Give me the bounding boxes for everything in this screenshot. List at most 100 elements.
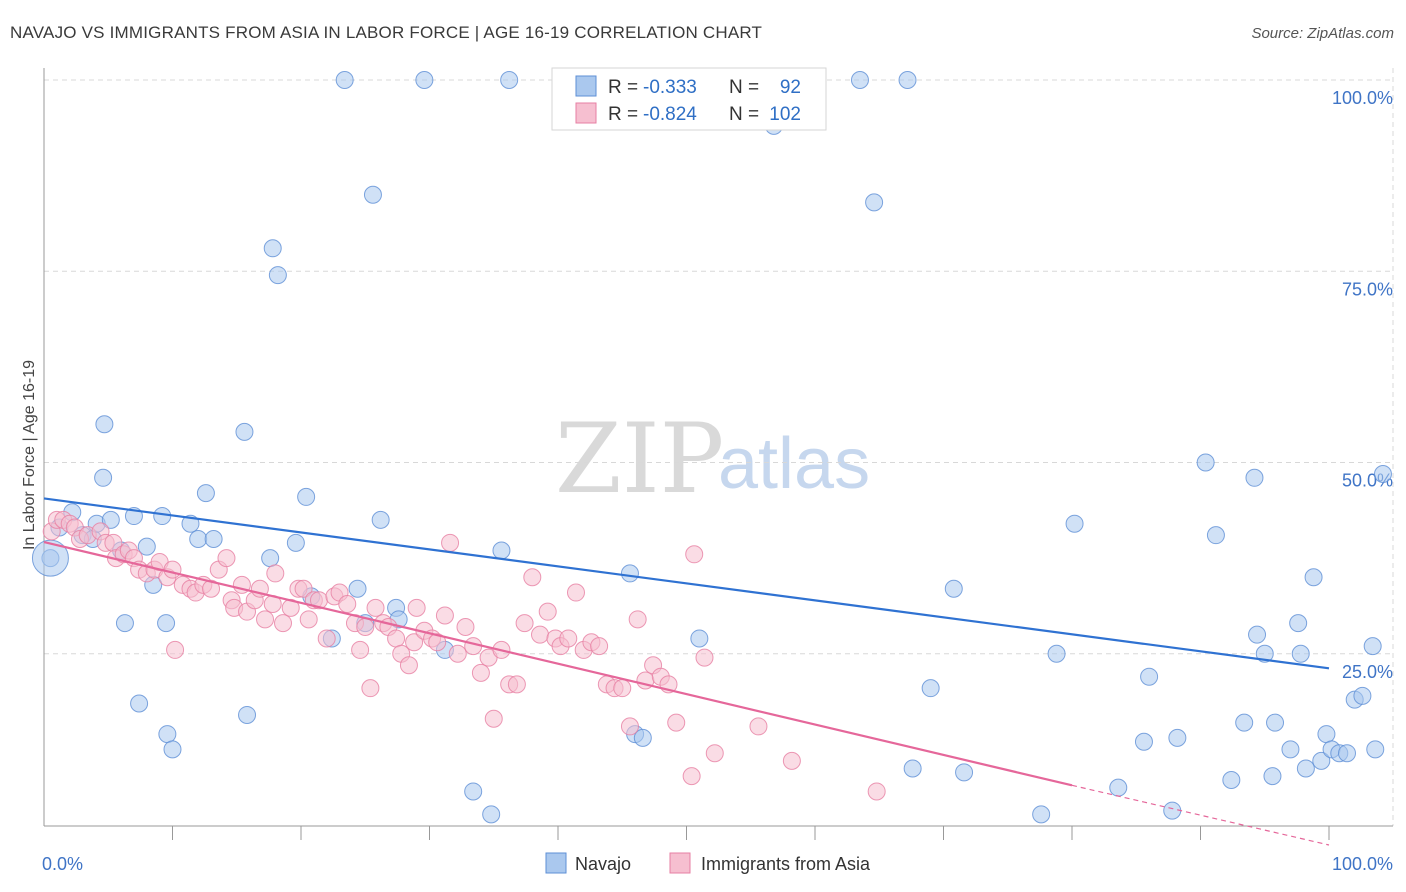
navajo-point <box>898 71 917 89</box>
asia-point <box>559 629 578 648</box>
y-axis-tick-labels: 25.0%50.0%75.0%100.0% <box>1332 88 1393 682</box>
series-legend-swatch-asia <box>669 852 691 874</box>
stats-legend-box <box>551 67 827 131</box>
asia-point <box>456 617 475 636</box>
asia-point <box>628 610 647 629</box>
navajo-point <box>1222 770 1241 789</box>
navajo-point <box>1065 514 1084 533</box>
stats-legend: R = -0.333 N = 92 R = -0.824 N = 102 <box>551 67 827 131</box>
navajo-point <box>1366 740 1385 759</box>
navajo-point <box>115 614 134 633</box>
asia-point <box>782 751 801 770</box>
navajo-point <box>850 71 869 89</box>
navajo-point <box>1134 732 1153 751</box>
navajo-points <box>31 71 1392 824</box>
asia-point <box>705 744 724 763</box>
navajo-point <box>158 725 177 744</box>
navajo-point <box>1266 713 1285 732</box>
asia-point <box>266 564 285 583</box>
asia-point <box>256 610 275 629</box>
asia-point <box>448 644 467 663</box>
y-tick-label: 75.0% <box>1342 279 1393 299</box>
navajo-point <box>1296 759 1315 778</box>
navajo-point <box>1337 744 1356 763</box>
navajo-point <box>297 487 316 506</box>
navajo-point <box>1032 805 1051 824</box>
navajo-point <box>1312 751 1331 770</box>
navajo-point <box>130 694 149 713</box>
asia-point <box>471 663 490 682</box>
navajo-point <box>1047 644 1066 663</box>
navajo-point <box>633 728 652 747</box>
series-legend: Navajo Immigrants from Asia <box>545 852 871 874</box>
gridlines <box>44 68 1394 826</box>
navajo-point <box>1304 568 1323 587</box>
navajo-point <box>1317 725 1336 744</box>
navajo-point <box>865 193 884 212</box>
series-legend-label-navajo: Navajo <box>575 854 631 874</box>
y-axis-label: In Labor Force | Age 16-19 <box>21 360 38 550</box>
navajo-point <box>371 510 390 529</box>
navajo-point <box>101 510 120 529</box>
asia-point <box>667 713 686 732</box>
asia-point <box>356 617 375 636</box>
asia-point <box>523 568 542 587</box>
asia-point <box>435 606 454 625</box>
navajo-point <box>261 549 280 568</box>
navajo-point <box>690 629 709 648</box>
navajo-point <box>286 533 305 552</box>
navajo-point <box>1363 637 1382 656</box>
asia-point <box>163 560 182 579</box>
asia-point <box>484 709 503 728</box>
navajo-point <box>492 541 511 560</box>
stats-legend-n-label-navajo: N = <box>729 77 759 98</box>
navajo-point <box>94 468 113 487</box>
navajo-trend-line <box>43 497 1330 670</box>
navajo-point <box>204 530 223 548</box>
asia-point <box>399 656 418 675</box>
navajo-point <box>955 763 974 782</box>
navajo-point <box>1109 778 1128 797</box>
asia-point <box>695 648 714 667</box>
chart-source: Source: ZipAtlas.com <box>1251 25 1394 42</box>
navajo-point <box>944 579 963 598</box>
series-legend-label-asia: Immigrants from Asia <box>701 854 871 874</box>
navajo-point <box>263 239 282 258</box>
asia-trend-line <box>43 540 1073 787</box>
asia-point <box>317 629 336 648</box>
asia-point <box>613 679 632 698</box>
asia-point <box>620 717 639 736</box>
asia-point <box>566 583 585 602</box>
navajo-point <box>1255 644 1274 663</box>
stats-legend-n-value-asia: 102 <box>769 104 801 125</box>
navajo-point <box>1196 453 1215 472</box>
asia-point <box>590 637 609 656</box>
navajo-point <box>1373 464 1392 483</box>
navajo-point <box>235 422 254 441</box>
asia-point <box>294 579 313 598</box>
navajo-point <box>1289 614 1308 633</box>
navajo-point <box>1281 740 1300 759</box>
navajo-point <box>163 740 182 759</box>
y-tick-label: 25.0% <box>1342 662 1393 682</box>
asia-point <box>515 614 534 633</box>
asia-point <box>202 579 221 598</box>
stats-legend-r-label-navajo: R = <box>608 77 638 98</box>
navajo-point <box>335 71 354 89</box>
asia-point <box>405 633 424 652</box>
navajo-point <box>1291 644 1310 663</box>
navajo-point <box>189 530 208 548</box>
asia-trend-extension <box>1071 784 1330 846</box>
stats-legend-r-label-asia: R = <box>608 104 638 125</box>
navajo-point <box>620 564 639 583</box>
navajo-point <box>137 537 156 556</box>
navajo-point <box>1140 667 1159 686</box>
navajo-point <box>348 579 367 598</box>
x-tick-label-min: 0.0% <box>42 854 83 874</box>
navajo-point <box>153 507 172 526</box>
stats-legend-swatch-navajo <box>575 75 597 97</box>
asia-point <box>538 602 557 621</box>
navajo-point <box>464 782 483 801</box>
navajo-point <box>95 415 114 434</box>
